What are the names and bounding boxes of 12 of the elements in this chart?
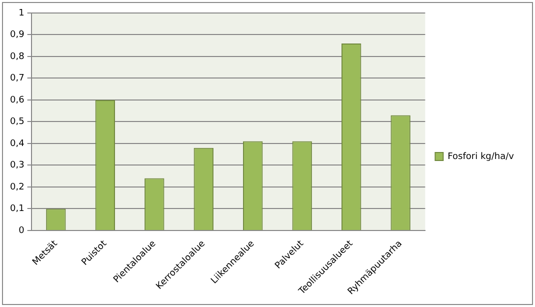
y-tick-label: 0,5 — [10, 117, 24, 128]
y-tick-label: 0,6 — [10, 95, 25, 106]
y-tick-label: 0,9 — [10, 30, 25, 40]
y-tick-label: 1 — [18, 8, 24, 18]
y-tick-label: 0,1 — [10, 204, 24, 214]
y-tick-label: 0,7 — [10, 74, 24, 84]
y-tick-label: 0 — [18, 226, 25, 236]
y-tick-label: 0,8 — [10, 52, 25, 62]
y-tick-label: 0,4 — [10, 138, 25, 149]
y-tick-label: 0,3 — [10, 160, 24, 171]
legend-label: Fosfori kg/ha/v — [448, 152, 515, 162]
y-tick-label: 0,2 — [10, 182, 24, 192]
